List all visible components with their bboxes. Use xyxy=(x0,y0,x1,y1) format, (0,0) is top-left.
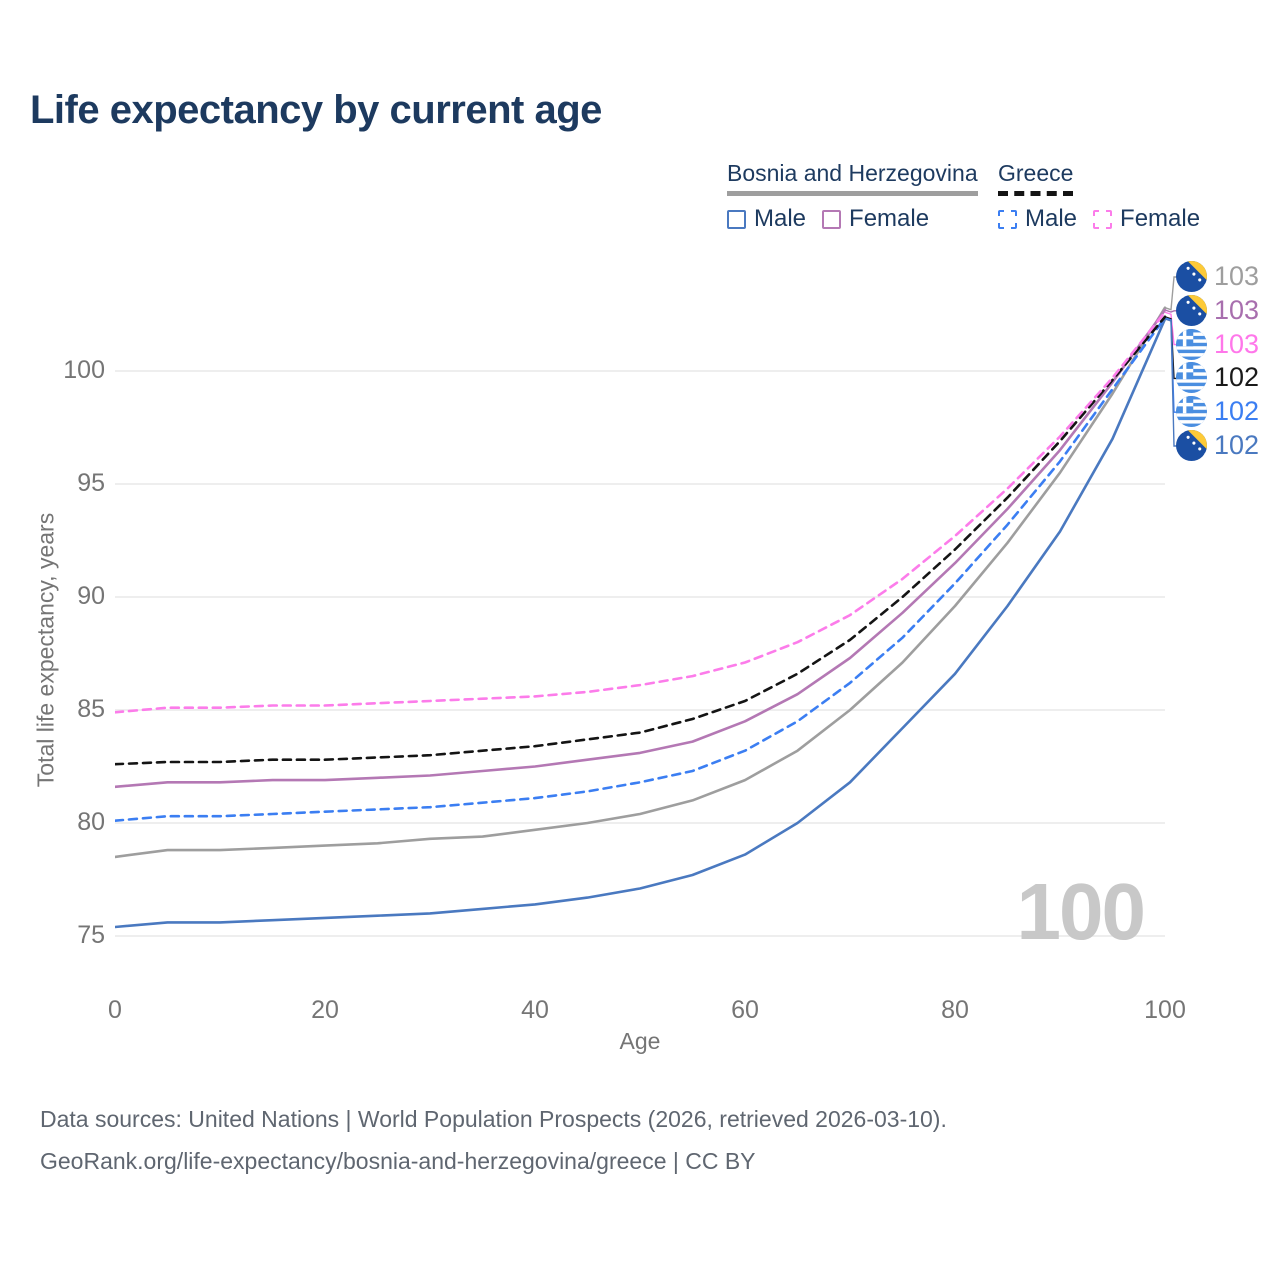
legend-checkbox-icon xyxy=(727,209,746,229)
legend-toggle-female[interactable]: Female xyxy=(1093,205,1200,233)
x-tick-0: 0 xyxy=(108,996,122,1024)
legend-country-greece[interactable]: Greece xyxy=(998,160,1074,196)
y-tick-75: 75 xyxy=(77,921,105,949)
legend-checkbox-icon xyxy=(1093,209,1113,229)
bosnia-flag-icon xyxy=(1176,430,1207,461)
x-tick-20: 20 xyxy=(311,996,339,1024)
x-tick-100: 100 xyxy=(1144,996,1186,1024)
legend-toggle-female[interactable]: Female xyxy=(822,205,929,233)
end-label-row: 103 xyxy=(1176,294,1260,326)
data-source-note: Data sources: United Nations | World Pop… xyxy=(40,1106,947,1132)
current-age-watermark: 100 xyxy=(1016,867,1146,956)
series-line-bosnia-and-herzegovina-male xyxy=(115,317,1167,929)
chart-canvas xyxy=(115,276,1179,937)
x-tick-80: 80 xyxy=(941,996,969,1024)
legend-checkbox-icon xyxy=(822,209,842,229)
legend-toggle-male[interactable]: Male xyxy=(998,205,1077,233)
legend-checkbox-icon xyxy=(998,209,1017,229)
end-label-value: 102 xyxy=(1214,362,1260,393)
legend-item-label: Male xyxy=(1025,205,1078,232)
legend-group-bosnia: Bosnia and Herzegovina Male Female xyxy=(727,160,978,233)
y-tick-100: 100 xyxy=(63,356,105,384)
x-axis-title: Age xyxy=(619,1028,661,1054)
series-line-bosnia-and-herzegovina-female xyxy=(115,308,1167,789)
legend-item-label: Male xyxy=(754,205,807,232)
page-title: Life expectancy by current age xyxy=(30,88,602,132)
greece-flag-icon xyxy=(1176,362,1207,394)
greece-flag-icon xyxy=(1176,396,1207,428)
end-label-row: 102 xyxy=(1176,362,1260,394)
end-label-row: 103 xyxy=(1176,328,1260,360)
legend-country-bosnia-and-herzegovina[interactable]: Bosnia and Herzegovina xyxy=(727,160,978,196)
end-label-value: 102 xyxy=(1214,430,1260,460)
legend-item-label: Female xyxy=(1120,205,1201,232)
series-line-bosnia-and-herzegovina-both-sexes xyxy=(115,306,1167,859)
end-label-row: 102 xyxy=(1176,430,1259,461)
end-label-value: 103 xyxy=(1214,328,1260,359)
legend-items: Male Female xyxy=(998,205,1200,233)
legend-items: Male Female xyxy=(727,205,978,233)
legend-group-greece: Greece Male Female xyxy=(998,160,1200,233)
legend-toggle-male[interactable]: Male xyxy=(727,205,806,233)
end-label-row: 102 xyxy=(1176,396,1260,428)
end-label-value: 103 xyxy=(1214,261,1260,291)
series-line-greece-both-sexes xyxy=(115,315,1167,766)
y-axis-title: Total life expectancy, years xyxy=(32,512,59,788)
y-tick-90: 90 xyxy=(77,582,105,610)
legend-item-label: Female xyxy=(849,205,930,232)
greece-flag-icon xyxy=(1176,328,1207,360)
x-tick-60: 60 xyxy=(731,996,759,1024)
bosnia-flag-icon xyxy=(1176,261,1207,292)
end-label-value: 102 xyxy=(1214,396,1260,427)
y-tick-80: 80 xyxy=(77,808,105,836)
end-label-value: 103 xyxy=(1214,294,1260,325)
attribution-note: GeoRank.org/life-expectancy/bosnia-and-h… xyxy=(40,1148,756,1174)
y-tick-85: 85 xyxy=(77,695,105,723)
series-line-greece-male xyxy=(115,316,1167,823)
y-tick-95: 95 xyxy=(77,469,105,497)
bosnia-flag-icon xyxy=(1176,294,1207,326)
x-tick-40: 40 xyxy=(521,996,549,1024)
series-line-greece-female xyxy=(115,310,1167,714)
end-label-row: 103 xyxy=(1176,261,1259,292)
